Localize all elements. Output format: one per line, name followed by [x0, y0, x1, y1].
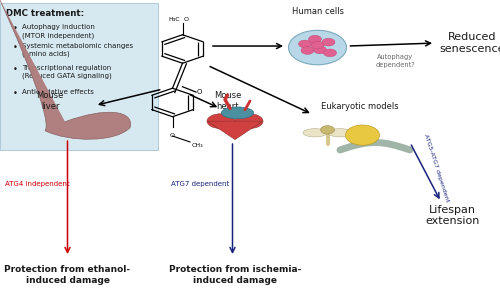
Text: Lifespan
extension: Lifespan extension — [426, 205, 480, 226]
Text: O: O — [184, 17, 189, 22]
Circle shape — [288, 30, 346, 65]
Polygon shape — [208, 121, 262, 140]
Text: Antioxidative effects: Antioxidative effects — [22, 89, 95, 95]
Circle shape — [322, 38, 335, 46]
Ellipse shape — [303, 129, 327, 137]
Text: Eukaryotic models: Eukaryotic models — [321, 102, 399, 111]
Text: Protection from ischemia-
induced damage: Protection from ischemia- induced damage — [169, 265, 301, 285]
Text: Mouse
liver: Mouse liver — [36, 91, 64, 111]
Text: Protection from ethanol-
induced damage: Protection from ethanol- induced damage — [4, 265, 130, 285]
Text: Transcriptional regulation
(Reduced GATA signaling): Transcriptional regulation (Reduced GATA… — [22, 65, 112, 79]
Ellipse shape — [235, 114, 263, 129]
Text: H₃C: H₃C — [168, 17, 180, 22]
Ellipse shape — [207, 114, 235, 129]
Text: •: • — [12, 24, 18, 33]
Ellipse shape — [328, 129, 352, 137]
Text: •: • — [12, 65, 18, 74]
Text: DMC treatment:: DMC treatment: — [6, 9, 84, 18]
Text: Systemic metabolomic changes
(amino acids): Systemic metabolomic changes (amino acid… — [22, 43, 134, 57]
Text: Reduced
senescence: Reduced senescence — [440, 32, 500, 54]
FancyBboxPatch shape — [0, 3, 158, 150]
Text: CH₃: CH₃ — [192, 143, 203, 148]
Circle shape — [311, 41, 324, 49]
Text: ATG7 dependent: ATG7 dependent — [171, 181, 229, 187]
Circle shape — [314, 46, 326, 54]
Circle shape — [301, 47, 314, 54]
Text: Autophagy induction
(MTOR independent): Autophagy induction (MTOR independent) — [22, 24, 96, 39]
Text: O: O — [170, 133, 175, 138]
Text: Human cells: Human cells — [292, 7, 344, 16]
Text: Mouse
heart: Mouse heart — [214, 91, 241, 111]
Circle shape — [346, 125, 380, 145]
Text: ATG5-ATG7 dependent: ATG5-ATG7 dependent — [423, 133, 450, 202]
Circle shape — [308, 35, 322, 43]
Text: ATG4 independent: ATG4 independent — [5, 181, 70, 187]
Circle shape — [324, 49, 336, 57]
Text: •: • — [12, 43, 18, 52]
Ellipse shape — [221, 107, 254, 119]
Text: O: O — [197, 89, 202, 95]
PathPatch shape — [0, 112, 130, 297]
Circle shape — [298, 40, 312, 48]
Circle shape — [320, 126, 334, 134]
Text: •: • — [12, 89, 18, 98]
Text: Autophagy
dependent?: Autophagy dependent? — [375, 54, 415, 68]
